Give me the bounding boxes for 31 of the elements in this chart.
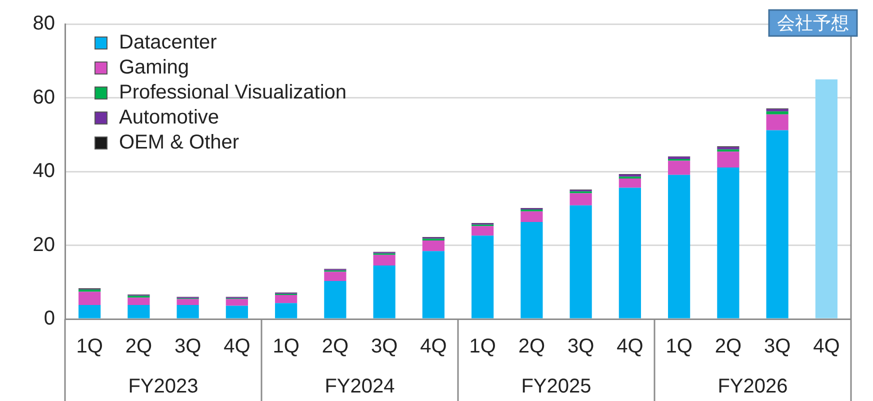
annotation: 会社予想 — [777, 12, 849, 33]
x-tick-label: 4Q — [420, 336, 447, 358]
x-tick-label: 2Q — [714, 336, 742, 358]
legend-label: Professional Visualization — [119, 82, 347, 104]
x-tick-label: 2Q — [322, 336, 349, 358]
x-tick-label: 1Q — [76, 336, 103, 358]
y-tick-label: 40 — [32, 160, 55, 182]
x-tick-label: 2Q — [518, 336, 546, 358]
x-tick-label: 3Q — [567, 336, 594, 358]
x-tick-label: 1Q — [272, 336, 300, 358]
x-tick-label: 1Q — [666, 336, 692, 358]
legend-label: OEM & Other — [119, 132, 240, 154]
text: FY2023 — [128, 376, 198, 398]
x-tick-label: 2Q — [125, 336, 152, 358]
x-tick-label: 4Q — [224, 336, 250, 358]
x-tick-label: 3Q — [764, 336, 791, 358]
legend-label: Gaming — [119, 56, 190, 79]
legend-label: Datacenter — [119, 32, 218, 54]
x-tick-label: 4Q — [616, 336, 644, 358]
y-tick-label: 80 — [32, 12, 55, 35]
x-tick-label: 1Q — [469, 336, 496, 358]
y-tick-label: 0 — [44, 308, 55, 330]
text: FY2024 — [324, 376, 395, 398]
legend-label: Automotive — [119, 106, 220, 129]
text: FY2026 — [718, 376, 788, 398]
x-tick-label: 4Q — [813, 336, 840, 358]
x-tick-label: 3Q — [174, 336, 202, 358]
y-tick-label: 60 — [32, 86, 55, 108]
text: FY2025 — [521, 376, 592, 398]
x-tick-label: 3Q — [370, 336, 398, 358]
y-tick-label: 20 — [32, 234, 55, 256]
